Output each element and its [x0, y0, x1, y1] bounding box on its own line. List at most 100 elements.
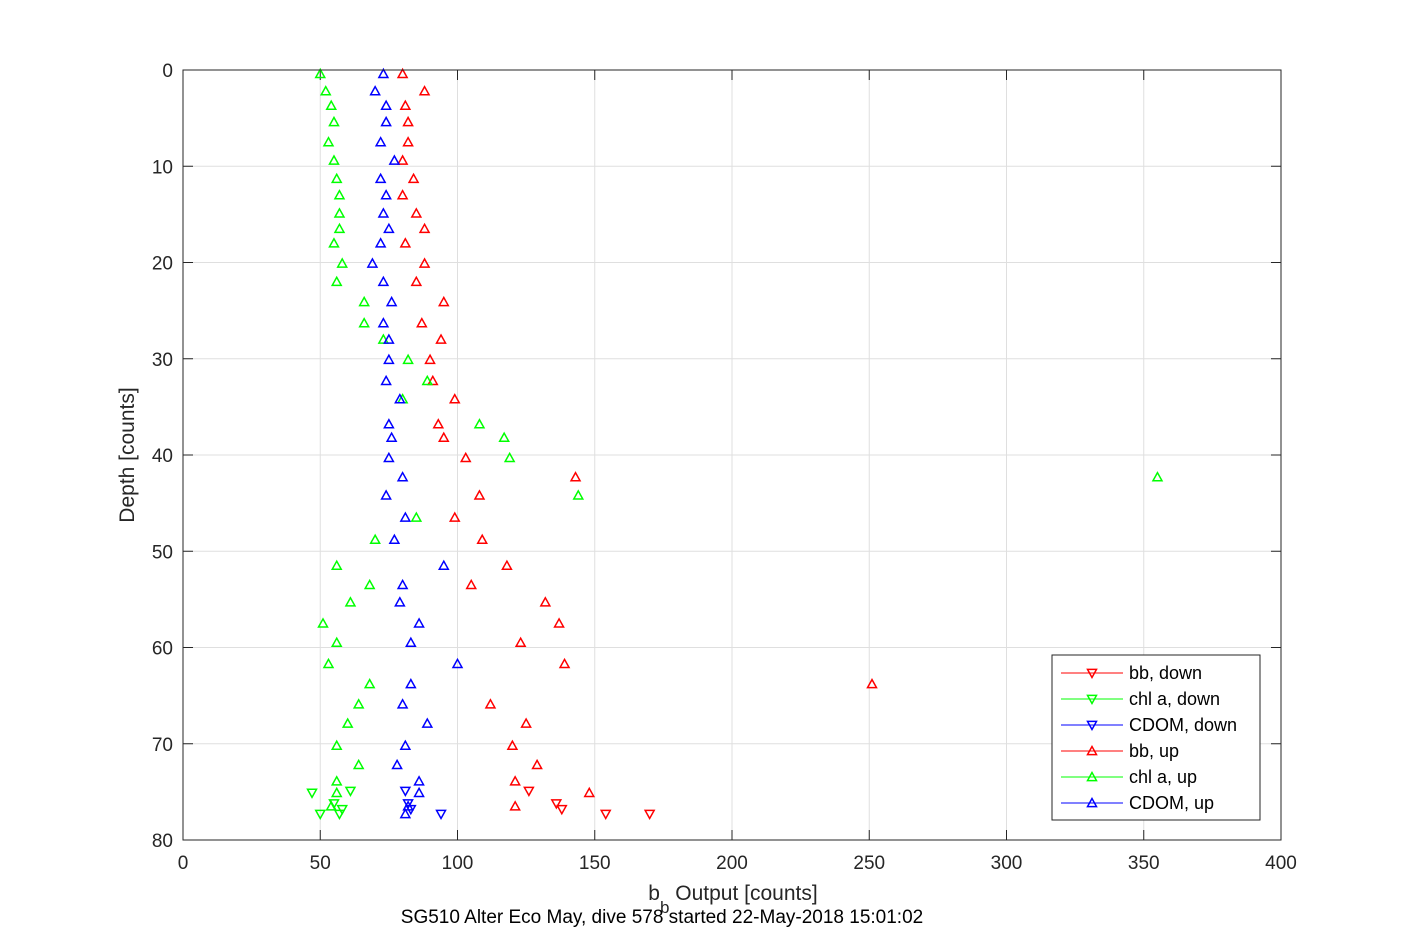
- data-point-cdom-up: [413, 617, 425, 628]
- x-tick-label: 100: [442, 853, 474, 874]
- data-point-cdom-up: [380, 99, 392, 110]
- data-point-chl-a-up: [336, 257, 348, 268]
- data-point-chl-a-up: [330, 775, 343, 786]
- data-point-chl-a-down: [344, 786, 357, 797]
- series-bb-up: [396, 67, 878, 811]
- data-point-cdom-up: [388, 533, 401, 545]
- data-point-cdom-up: [377, 207, 390, 218]
- x-tick-label: 400: [1265, 853, 1297, 874]
- data-point-chl-a-up: [341, 717, 354, 728]
- data-point-chl-a-down: [333, 809, 346, 821]
- data-point-cdom-up: [380, 374, 392, 386]
- legend-box: [1051, 654, 1261, 821]
- data-point-cdom-up: [383, 353, 395, 365]
- data-point-bb-up: [435, 333, 447, 344]
- data-point-cdom-up: [388, 154, 401, 165]
- legend: bb, down chl a, down CDOM, down bb, up chl a…: [1051, 654, 1261, 821]
- x-tick-label: 50: [310, 853, 331, 874]
- y-tick-label: 70: [152, 735, 173, 756]
- data-point-cdom-up: [374, 172, 387, 184]
- legend-entry: CDOM, up: [1061, 793, 1214, 813]
- x-tick-label: 350: [1128, 853, 1160, 874]
- legend-marker: [1086, 668, 1098, 680]
- data-point-chl-a-up: [330, 172, 343, 184]
- data-point-chl-a-up: [421, 374, 434, 386]
- data-point-chl-a-up: [325, 800, 338, 811]
- data-point-bb-up: [402, 115, 414, 127]
- data-point-chl-a-up: [358, 317, 370, 328]
- data-point-chl-a-up: [344, 596, 357, 607]
- data-point-bb-up: [459, 451, 472, 463]
- y-tick-labels: 0 10 20 30 40 50 60 70 80: [152, 61, 173, 852]
- data-point-cdom-down: [435, 809, 447, 821]
- data-point-chl-a-up: [325, 99, 338, 110]
- legend-marker: [1086, 720, 1098, 732]
- data-point-cdom-up: [399, 739, 412, 751]
- figure-caption: SG510 Alter Eco May, dive 578 started 22…: [401, 907, 923, 928]
- data-point-chl-a-down: [314, 809, 327, 821]
- data-point-bb-down: [599, 809, 612, 821]
- y-tick-label: 60: [152, 639, 173, 660]
- legend-marker: [1086, 796, 1098, 808]
- data-point-cdom-up: [391, 758, 403, 770]
- data-point-chl-a-up: [314, 67, 327, 79]
- data-point-bb-up: [514, 636, 527, 648]
- data-point-cdom-up: [385, 431, 398, 443]
- data-point-cdom-up: [402, 800, 414, 811]
- data-point-bb-up: [448, 511, 461, 522]
- y-tick-label: 20: [152, 254, 173, 275]
- data-point-cdom-up: [396, 698, 409, 709]
- legend-entry: chl a, up: [1061, 767, 1197, 787]
- x-tick-labels: 0 50 100 150 200 250 300 350 400: [178, 853, 1297, 874]
- x-axis-label: bb Output [counts]: [648, 882, 817, 917]
- data-point-chl-a-up: [358, 295, 370, 307]
- legend-label: chl a, up: [1129, 767, 1197, 787]
- data-point-chl-a-up: [410, 511, 423, 522]
- data-point-bb-down: [643, 809, 656, 821]
- x-tick-label: 300: [991, 853, 1023, 874]
- data-point-chl-a-up: [572, 489, 585, 500]
- x-axis-label-subscript: b: [660, 898, 669, 917]
- data-point-cdom-up: [377, 67, 390, 79]
- data-point-bb-up: [396, 154, 409, 165]
- data-point-cdom-up: [396, 471, 409, 482]
- data-point-chl-a-up: [503, 451, 516, 463]
- data-point-bb-up: [418, 222, 431, 234]
- data-point-bb-up: [866, 678, 878, 689]
- data-point-chl-a-up: [330, 559, 343, 571]
- data-point-cdom-up: [405, 678, 417, 689]
- data-point-bb-up: [539, 596, 552, 607]
- data-point-chl-a-up: [322, 136, 335, 147]
- data-point-bb-down: [556, 804, 568, 816]
- data-point-bb-up: [569, 471, 582, 482]
- data-point-cdom-up: [399, 807, 412, 819]
- data-point-chl-a-up: [377, 333, 390, 344]
- data-point-cdom-up: [383, 451, 395, 463]
- data-point-bb-up: [399, 237, 412, 248]
- series-cdom-up: [366, 67, 464, 819]
- data-point-bb-up: [448, 393, 461, 404]
- legend-entry: bb, down: [1061, 663, 1202, 683]
- data-point-cdom-up: [385, 295, 398, 307]
- data-point-chl-a-up: [333, 207, 346, 218]
- x-tick-label: 0: [178, 853, 189, 874]
- data-point-chl-a-up: [473, 418, 486, 429]
- data-point-bb-up: [501, 559, 513, 571]
- data-point-bb-down: [523, 786, 535, 797]
- data-point-bb-up: [558, 657, 571, 669]
- data-point-chl-a-up: [319, 85, 332, 96]
- data-point-bb-up: [427, 374, 439, 386]
- data-point-chl-a-up: [352, 698, 365, 709]
- data-point-bb-up: [402, 136, 414, 147]
- data-point-bb-up: [399, 99, 412, 110]
- legend-marker: [1086, 744, 1098, 756]
- data-point-cdom-up: [413, 775, 425, 786]
- data-point-bb-up: [484, 698, 497, 709]
- data-point-chl-a-up: [352, 758, 365, 770]
- legend-marker: [1086, 694, 1098, 706]
- data-point-bb-up: [509, 800, 521, 811]
- legend-entry: bb, up: [1061, 741, 1179, 761]
- data-point-bb-up: [407, 172, 420, 184]
- data-point-bb-up: [553, 617, 565, 628]
- data-point-bb-down: [550, 799, 563, 810]
